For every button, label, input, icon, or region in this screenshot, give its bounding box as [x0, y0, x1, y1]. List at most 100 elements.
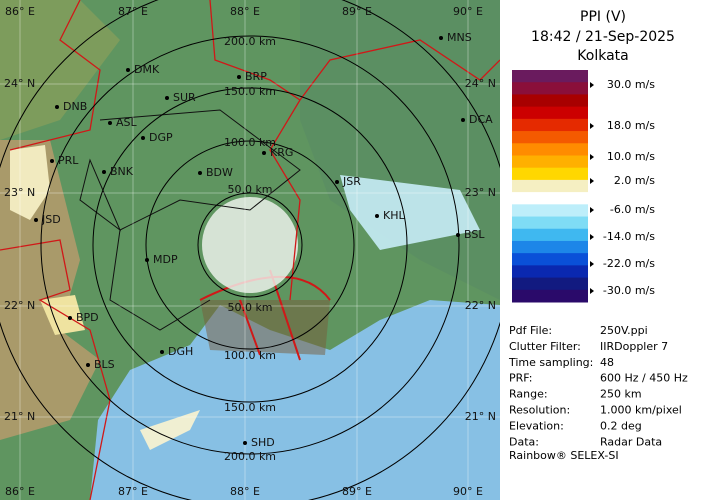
city-dot: [456, 233, 460, 237]
scale-arrow: [590, 154, 594, 160]
city-dot: [145, 258, 149, 262]
lon-label: 89° E: [342, 5, 372, 18]
city-label: DGH: [168, 345, 193, 358]
city-label: SHD: [251, 436, 275, 449]
ring-label: 200.0 km: [224, 35, 276, 48]
scale-label: 2.0 m/s: [614, 174, 655, 187]
scale-arrow: [590, 82, 594, 88]
city-label: PRL: [58, 154, 79, 167]
lon-label: 87° E: [118, 485, 148, 498]
map: 86° E 87° E 88° E 89° E 90° E 86° E 87° E 88° E…: [0, 0, 500, 500]
city-dot: [50, 159, 54, 163]
lon-label: 86° E: [5, 485, 35, 498]
scale-swatch: [512, 289, 588, 303]
color-scale: 30.0 m/s 18.0 m/s 10.0 m/s 2.0 m/s -6.0 m/s -…: [512, 70, 655, 303]
city-dot: [55, 105, 59, 109]
info-value: IIRDoppler 7: [600, 340, 668, 353]
scale-arrow: [590, 123, 594, 129]
city-label: DNB: [63, 100, 87, 113]
city-dot: [86, 363, 90, 367]
info-key: Clutter Filter:: [509, 340, 581, 353]
city-dot: [262, 151, 266, 155]
city-label: BDW: [206, 166, 233, 179]
range-ring: [145, 140, 355, 350]
city-label: SUR: [173, 91, 196, 104]
info-key: Range:: [509, 388, 548, 401]
city-label: MDP: [153, 253, 178, 266]
scale-swatch: [512, 82, 588, 95]
scale-label: 30.0 m/s: [607, 78, 655, 91]
border: [0, 0, 500, 500]
ring-label: 150.0 km: [224, 85, 276, 98]
lat-label: 22° N: [4, 299, 35, 312]
scale-swatch: [512, 70, 588, 83]
city-label: DCA: [469, 113, 493, 126]
city-label: BNK: [110, 165, 134, 178]
panel-title: PPI (V): [580, 9, 626, 25]
info-key: Elevation:: [509, 419, 564, 432]
city-dot: [198, 171, 202, 175]
scale-swatch: [512, 118, 588, 132]
info-value: 600 Hz / 450 Hz: [600, 372, 688, 385]
city-label: KRG: [270, 146, 293, 159]
range-rings: [0, 0, 500, 500]
map-labels: 86° E 87° E 88° E 89° E 90° E 86° E 87° E 88° E…: [4, 5, 496, 498]
scale-swatch: [512, 204, 588, 218]
lon-label: 87° E: [118, 5, 148, 18]
lat-label: 24° N: [465, 77, 496, 90]
scale-arrow: [590, 261, 594, 267]
scale-label: -14.0 m/s: [603, 230, 655, 243]
echo: [40, 295, 85, 335]
info-table: Pdf File: 250V.ppi Clutter Filter: IIRDoppl…: [508, 324, 688, 448]
city-dot: [165, 96, 169, 100]
city-label: MNS: [447, 31, 472, 44]
info-key: Pdf File:: [509, 324, 552, 337]
scale-swatch: [512, 216, 588, 230]
city-label: DMK: [134, 63, 160, 76]
city-dot: [68, 316, 72, 320]
city-dot: [375, 214, 379, 218]
scale-swatch: [512, 94, 588, 108]
panel-time: 18:42 / 21-Sep-2025: [531, 29, 675, 45]
city-dot: [108, 121, 112, 125]
lon-label: 88° E: [230, 485, 260, 498]
city-label: BSL: [464, 228, 485, 241]
city-dot: [439, 36, 443, 40]
scale-swatch: [512, 228, 588, 242]
scale-label: 10.0 m/s: [607, 150, 655, 163]
city-dot: [461, 118, 465, 122]
city-dot: [102, 170, 106, 174]
scale-swatch: [512, 155, 588, 169]
city-dot: [160, 350, 164, 354]
ring-label: 50.0 km: [227, 301, 272, 314]
lon-label: 89° E: [342, 485, 372, 498]
ring-label: 100.0 km: [224, 136, 276, 149]
echo: [10, 145, 50, 220]
terrain: [0, 0, 120, 140]
info-value: 250V.ppi: [600, 324, 648, 337]
scale-arrow: [590, 234, 594, 240]
scale-label: -6.0 m/s: [610, 203, 655, 216]
sea: [90, 300, 500, 500]
lat-label: 21° N: [465, 410, 496, 423]
lon-label: 90° E: [453, 5, 483, 18]
district-border: [79, 109, 301, 331]
city-label: BRP: [245, 70, 267, 83]
info-value: 0.2 deg: [600, 419, 642, 432]
lon-label: 88° E: [230, 5, 260, 18]
scale-arrow: [590, 178, 594, 184]
info-value: 250 km: [600, 388, 642, 401]
scale-label: -22.0 m/s: [603, 257, 655, 270]
scale-arrow: [590, 207, 594, 213]
lon-label: 86° E: [5, 5, 35, 18]
scale-swatch: [512, 167, 588, 181]
echo: [140, 410, 200, 450]
city-label: DGP: [149, 131, 173, 144]
graticule: [0, 0, 500, 500]
city-label: ASL: [116, 116, 138, 129]
lat-label: 23° N: [4, 186, 35, 199]
city-dot: [141, 136, 145, 140]
city-label: KHL: [383, 209, 405, 222]
ring-label: 150.0 km: [224, 401, 276, 414]
scale-swatch: [512, 131, 588, 144]
